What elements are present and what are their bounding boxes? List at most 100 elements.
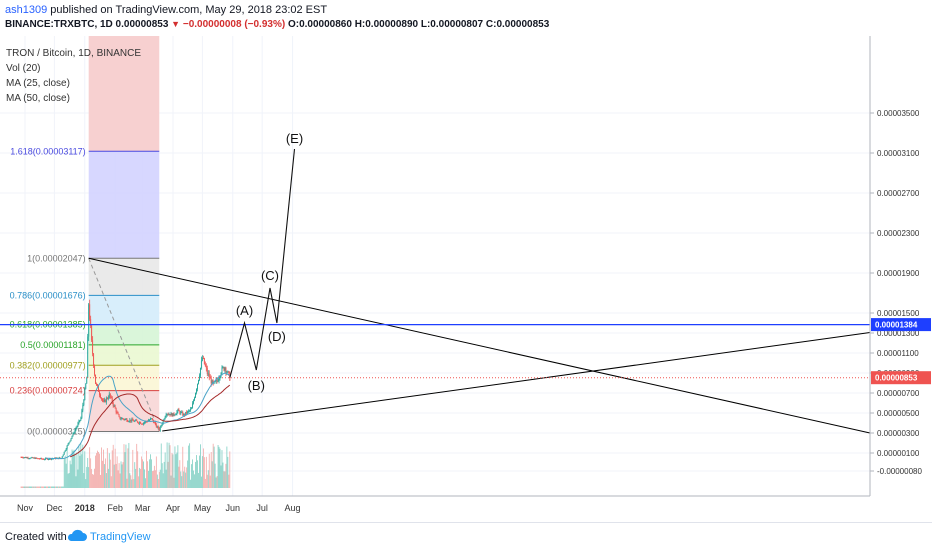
time-axis[interactable]: Nov Dec 2018 Feb Mar Apr May Jun Jul Aug: [0, 495, 870, 513]
price-axis[interactable]: 0.00003500 0.00003100 0.00002700 0.00002300…: [869, 36, 931, 496]
volume-bar: [157, 478, 159, 488]
fib-trend-dashed: [88, 258, 160, 432]
candle-body: [78, 420, 80, 424]
candle-body: [29, 458, 31, 460]
volume-bar: [36, 486, 38, 488]
candle-body: [172, 413, 174, 417]
candle-body: [221, 367, 223, 374]
down-arrow-icon: ▼: [171, 19, 181, 29]
candle-body: [112, 402, 114, 406]
volume-bar: [226, 446, 228, 488]
volume-bar: [190, 479, 192, 488]
candle-body: [144, 422, 146, 424]
candle-body: [104, 399, 106, 403]
volume-bar: [52, 486, 53, 488]
candle-body: [162, 420, 164, 424]
candle-body: [131, 419, 133, 422]
candle-body: [108, 393, 110, 398]
candle-body: [158, 427, 160, 431]
candle-body: [186, 411, 188, 414]
volume-bar: [98, 452, 99, 488]
volume-bar: [24, 486, 26, 488]
volume-bar: [149, 459, 150, 488]
volume-bar: [41, 486, 43, 488]
candle-body: [166, 414, 168, 416]
volume-bar: [159, 469, 161, 488]
x-tick-label: May: [194, 503, 212, 513]
x-tick-label: Mar: [135, 503, 151, 513]
volume-bar: [100, 474, 101, 488]
volume-bar: [178, 466, 180, 488]
candle-body: [81, 410, 83, 418]
candle-body: [214, 381, 216, 383]
volume-bar: [82, 444, 84, 488]
candle-body: [28, 458, 30, 460]
y-tick-label: 0.00002300: [877, 229, 920, 238]
legend-volume[interactable]: Vol (20): [6, 63, 41, 74]
candle-body: [165, 414, 167, 417]
y-tick-label: 0.00003100: [877, 149, 920, 158]
volume-bar: [66, 445, 68, 488]
candle-body: [47, 458, 48, 460]
candle-body: [176, 411, 178, 415]
volume-bar: [213, 446, 215, 488]
legend-ma25[interactable]: MA (25, close): [6, 78, 70, 89]
volume-bar: [152, 471, 153, 488]
volume-bar: [105, 473, 107, 488]
candle-body: [224, 367, 226, 371]
candle-body: [127, 421, 129, 423]
volume-bar: [31, 486, 33, 488]
wave-label: (B): [248, 378, 265, 393]
fib-zone-0.786: [88, 295, 160, 325]
volume-bar: [47, 486, 48, 488]
published-text: published on TradingView.com, May 29, 20…: [47, 4, 328, 16]
candle-body: [64, 450, 66, 452]
volume-bar: [23, 486, 25, 488]
y-tick-label: 0.00000300: [877, 429, 920, 438]
candle-body: [105, 397, 107, 403]
candle-body: [26, 457, 28, 459]
legend-title: TRON / Bitcoin, 1D, BINANCE: [6, 48, 142, 59]
volume-bar: [84, 451, 86, 488]
volume-bar: [146, 450, 147, 488]
candle-body: [187, 411, 189, 414]
candle-body: [150, 418, 152, 420]
candle-body: [48, 459, 49, 461]
candle-body: [198, 379, 199, 384]
candle-body: [171, 413, 173, 417]
volume-bar: [128, 442, 130, 488]
candle-body: [100, 394, 101, 398]
volume-bar: [29, 486, 31, 488]
candle-body: [109, 393, 111, 397]
candle-body: [23, 457, 25, 459]
volume-bar: [221, 450, 223, 488]
author-link[interactable]: ash1309: [5, 4, 48, 16]
candle-body: [120, 418, 122, 420]
volume-bar: [169, 445, 171, 488]
volume-bar: [86, 466, 88, 488]
volume-bar: [194, 474, 195, 488]
volume-bar: [61, 486, 63, 488]
volume-bar: [80, 443, 82, 488]
volume-bar: [214, 463, 216, 488]
indicator-legend: TRON / Bitcoin, 1D, BINANCE Vol (20) MA …: [6, 46, 141, 106]
legend-ma50[interactable]: MA (50, close): [6, 93, 70, 104]
volume-bar: [152, 470, 154, 488]
volume-bar: [184, 466, 186, 488]
volume-bar: [131, 479, 133, 488]
volume-bar: [33, 486, 35, 488]
volume-bar: [150, 454, 151, 488]
volume-bar: [200, 444, 201, 488]
volume-bar: [20, 486, 22, 488]
tradingview-link[interactable]: TradingView: [90, 531, 151, 543]
price-chart[interactable]: 1.618(0.00003117) 1(0.00002047) 0.786(0.00…: [0, 36, 932, 522]
volume-bar: [223, 471, 225, 488]
candle-body: [49, 458, 50, 460]
tradingview-cloud-icon: [67, 529, 87, 541]
ma50-line: [69, 384, 231, 458]
volume-bar: [81, 454, 83, 488]
volume-bar: [211, 461, 213, 488]
volume-bar: [228, 474, 230, 488]
volume-bar: [115, 463, 117, 488]
volume-bar: [58, 486, 60, 488]
